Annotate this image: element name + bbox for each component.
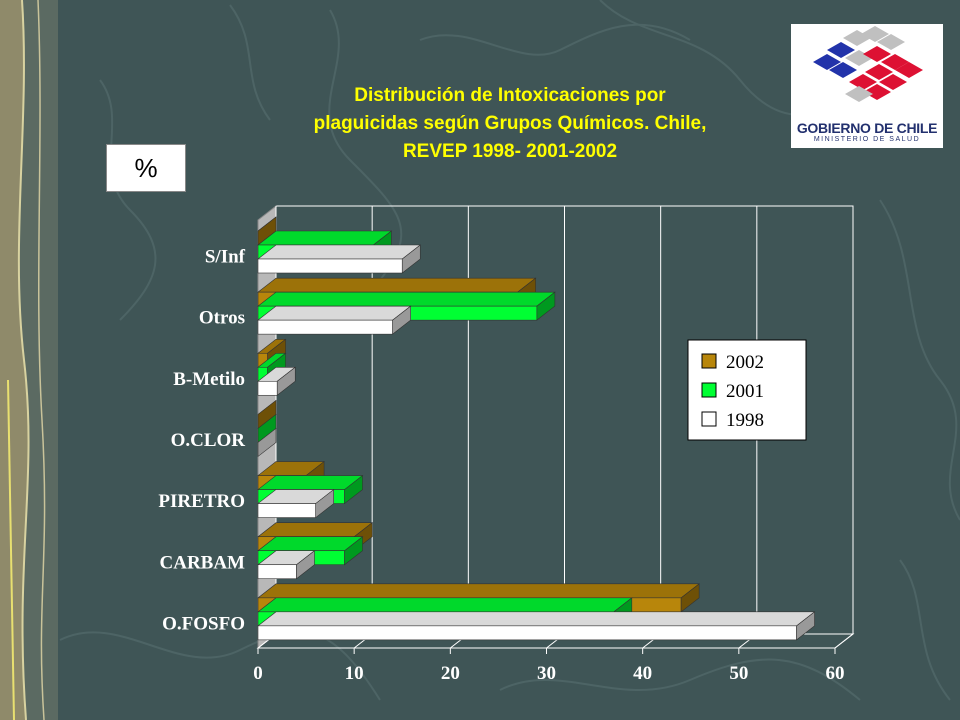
bar [257, 366, 297, 396]
decorative-side-strip [0, 0, 58, 720]
legend-label: 1998 [726, 410, 764, 431]
legend-swatch [701, 382, 717, 398]
title-line-3: REVEP 1998- 2001-2002 [402, 141, 618, 162]
bar-front-face [257, 564, 297, 580]
unit-label: % [134, 152, 158, 183]
bar-end-face [796, 611, 815, 641]
logo-name: GOBIERNO DE CHILE [796, 120, 938, 136]
bar-end-face [680, 583, 700, 613]
bar-front-face [257, 503, 317, 518]
bar-front-face [257, 380, 278, 396]
bar-end-face [315, 488, 335, 519]
category-label: O.CLOR [171, 430, 246, 451]
bar-top-face [257, 522, 374, 538]
bar-end-face [296, 550, 315, 580]
category-label: B-Metilo [173, 369, 245, 390]
unit-label-box: % [106, 144, 186, 192]
bar-end-face [401, 244, 421, 274]
bar-top-face [257, 611, 816, 627]
bar-top-face [257, 230, 393, 246]
bar-front-face [257, 625, 797, 641]
bar [257, 305, 412, 335]
chart-title: Distribución de Intoxicaciones por plagu… [250, 82, 770, 166]
x-tick-label: 30 [537, 663, 556, 684]
bar-end-face [257, 427, 277, 458]
x-tick-label: 10 [345, 663, 364, 684]
bar-end-face [536, 291, 556, 321]
x-tick-label: 50 [729, 663, 748, 684]
bar-end-face [392, 305, 411, 335]
bar-front-face [257, 258, 403, 274]
title-line-1: Distribución de Intoxicaciones por [354, 85, 666, 106]
bar [257, 550, 316, 580]
bar-top-face [257, 277, 537, 293]
logo-mark [813, 26, 923, 102]
legend-label: 2001 [726, 381, 764, 402]
category-label: O.FOSFO [162, 613, 245, 634]
bar-top-face [257, 597, 633, 613]
logo-subtitle: MINISTERIO DE SALUD [813, 136, 921, 143]
x-tick-label: 20 [441, 663, 460, 684]
x-tick-label: 40 [633, 663, 652, 684]
bar [257, 427, 277, 458]
bar [257, 611, 816, 641]
category-label: S/Inf [205, 247, 246, 268]
government-logo: GOBIERNO DE CHILE MINISTERIO DE SALUD [791, 24, 943, 148]
bar [257, 244, 422, 274]
x-tick-label: 60 [826, 663, 845, 684]
bar-top-face [257, 305, 412, 321]
bar-end-face [344, 536, 363, 566]
category-label: Otros [199, 308, 245, 329]
bar-end-face [344, 474, 363, 505]
bar-front-face [257, 319, 393, 335]
category-label: PIRETRO [158, 491, 245, 512]
legend-label: 2002 [726, 352, 764, 373]
bar [257, 488, 335, 519]
bar-top-face [257, 244, 422, 260]
bar-top-face [257, 291, 556, 307]
x-tick-label: 0 [253, 663, 263, 684]
gridline-floor [834, 633, 854, 649]
bar-top-face [257, 583, 701, 599]
legend-swatch [701, 353, 717, 369]
legend-swatch [701, 411, 717, 427]
title-line-2: plaguicidas según Grupos Químicos. Chile… [313, 113, 707, 134]
category-label: CARBAM [160, 552, 246, 573]
bar-end-face [276, 366, 296, 396]
